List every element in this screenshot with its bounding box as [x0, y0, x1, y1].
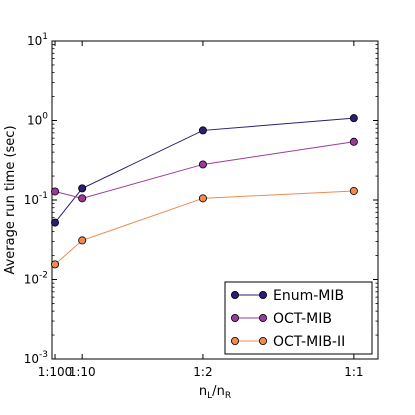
y-tick-label: 101	[27, 32, 48, 48]
legend-label: Enum-MIB	[273, 288, 344, 304]
data-point	[78, 194, 87, 203]
legend-entry: Enum-MIB	[230, 288, 344, 304]
series-enum-mib	[51, 114, 358, 227]
data-point	[78, 184, 87, 193]
y-axis: 10-3 10-2 10-1 100 101	[24, 32, 378, 366]
series-oct-mib-ii	[51, 186, 358, 269]
x-axis-label: nL/nR	[199, 384, 231, 401]
data-point	[78, 236, 87, 245]
data-point	[198, 126, 207, 135]
series-line	[54, 117, 354, 223]
y-tick-label: 10-2	[24, 271, 48, 287]
legend-entry: OCT-MIB	[230, 311, 332, 327]
data-point	[349, 137, 358, 146]
legend-marker	[230, 313, 239, 322]
legend-marker	[230, 290, 239, 299]
x-tick-label: 1:100	[38, 365, 73, 379]
data-point	[349, 114, 358, 123]
y-tick-label: 10-3	[24, 350, 48, 366]
x-label-sub-r: R	[225, 391, 231, 401]
series-oct-mib	[51, 137, 358, 203]
x-tick-label: 1:2	[193, 365, 212, 379]
series-line	[54, 141, 354, 199]
y-tick-label: 100	[27, 112, 48, 128]
series-line	[54, 190, 354, 265]
legend-entry: OCT-MIB-II	[230, 334, 345, 350]
legend-marker	[230, 336, 239, 345]
legend-label: OCT-MIB	[273, 311, 332, 327]
x-label-n1: n	[199, 384, 207, 399]
data-point	[198, 194, 207, 203]
legend-marker	[258, 336, 267, 345]
x-label-sep: /	[212, 384, 217, 399]
x-label-sub-l: L	[207, 391, 212, 401]
x-label-n2: n	[217, 384, 225, 399]
data-point	[349, 186, 358, 195]
data-point	[51, 218, 60, 227]
legend: Enum-MIB OCT-MIB OCT-MIB-II	[224, 281, 373, 355]
legend-marker	[258, 290, 267, 299]
data-point	[198, 160, 207, 169]
x-tick-label: 1:10	[69, 365, 96, 379]
data-point	[51, 187, 60, 196]
legend-label: OCT-MIB-II	[273, 334, 345, 350]
data-point	[51, 260, 60, 269]
series-layer	[51, 114, 358, 269]
legend-marker	[258, 313, 267, 322]
y-tick-label: 10-1	[24, 191, 48, 207]
x-tick-label: 1:1	[344, 365, 363, 379]
y-axis-label: Average run time (sec)	[3, 125, 18, 274]
